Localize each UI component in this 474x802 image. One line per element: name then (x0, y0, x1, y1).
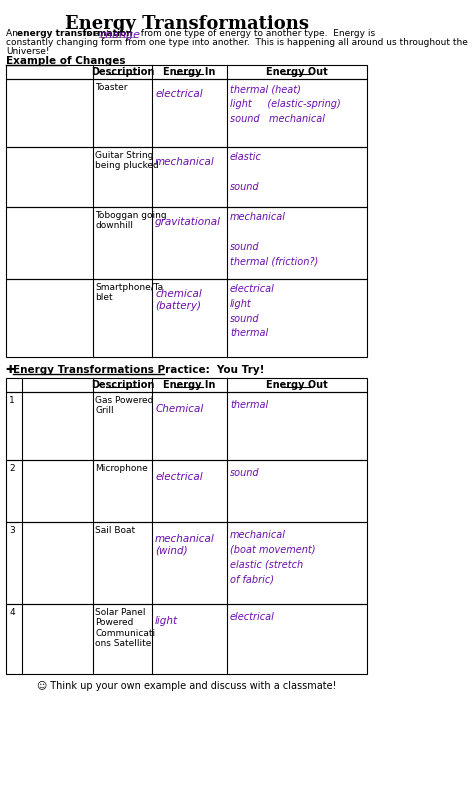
Text: Gas Powered
Grill: Gas Powered Grill (95, 396, 154, 415)
Bar (6, 279, 367, 357)
Text: Solar Panel
Powered
Communicati
ons Satellite: Solar Panel Powered Communicati ons Sate… (95, 608, 155, 648)
Text: light: light (155, 616, 178, 626)
Bar (6, 460, 367, 522)
Text: from one type of energy to another type.  Energy is: from one type of energy to another type.… (136, 29, 375, 38)
Text: Energy Transformations: Energy Transformations (64, 15, 309, 33)
Text: ✚: ✚ (6, 365, 15, 375)
Bar (6, 207, 367, 279)
Text: Universe!: Universe! (6, 47, 50, 56)
Bar (6, 79, 367, 147)
Text: Energy Transformations Practice:  You Try!: Energy Transformations Practice: You Try… (13, 365, 265, 375)
Text: chemical
(battery): chemical (battery) (155, 289, 202, 310)
Text: 3: 3 (9, 526, 15, 535)
Text: sound: sound (230, 468, 260, 478)
Text: constantly changing form from one type into another.  This is happening all arou: constantly changing form from one type i… (6, 38, 468, 47)
Text: elastic

sound: elastic sound (230, 152, 262, 192)
Text: Description: Description (91, 67, 154, 77)
Text: ☺ Think up your own example and discuss with a classmate!: ☺ Think up your own example and discuss … (37, 681, 337, 691)
Text: Energy In: Energy In (163, 67, 216, 77)
Text: Energy Out: Energy Out (266, 67, 328, 77)
Text: electrical: electrical (155, 472, 203, 482)
Text: Energy In: Energy In (163, 380, 216, 390)
Text: Example of Changes: Example of Changes (6, 56, 126, 66)
Text: gravitational: gravitational (155, 217, 221, 227)
Text: mechanical
(wind): mechanical (wind) (155, 534, 215, 556)
Text: electrical: electrical (230, 612, 275, 622)
Text: Energy Out: Energy Out (266, 380, 328, 390)
Text: thermal: thermal (230, 400, 268, 410)
Text: mechanical
(boat movement)
elastic (stretch
of fabric): mechanical (boat movement) elastic (stre… (230, 530, 316, 585)
Text: Description: Description (91, 380, 154, 390)
Text: change: change (99, 30, 140, 40)
Bar (6, 522, 367, 604)
Text: thermal (heat)
light     (elastic-spring)
sound   mechanical: thermal (heat) light (elastic-spring) so… (230, 84, 341, 124)
Text: Smartphone/Ta
blet: Smartphone/Ta blet (95, 283, 164, 302)
Text: Toaster: Toaster (95, 83, 128, 92)
Text: 2: 2 (9, 464, 15, 473)
Text: Chemical: Chemical (155, 404, 203, 414)
Text: Sail Boat: Sail Boat (95, 526, 136, 535)
Bar (6, 147, 367, 207)
Text: Toboggan going
downhill: Toboggan going downhill (95, 211, 167, 230)
Text: 4: 4 (9, 608, 15, 617)
Text: electrical
light
sound
thermal: electrical light sound thermal (230, 284, 275, 338)
Text: 1: 1 (9, 396, 15, 405)
Bar (6, 65, 367, 79)
Bar (6, 392, 367, 460)
Text: An: An (6, 29, 21, 38)
Text: Microphone: Microphone (95, 464, 148, 473)
Text: mechanical

sound
thermal (friction?): mechanical sound thermal (friction?) (230, 212, 318, 266)
Bar (6, 378, 367, 392)
Text: is a: is a (81, 29, 102, 38)
Bar (6, 604, 367, 674)
Text: electrical: electrical (155, 89, 203, 99)
Text: energy transformation: energy transformation (18, 29, 133, 38)
Text: mechanical: mechanical (155, 157, 215, 167)
Text: Guitar String
being plucked: Guitar String being plucked (95, 151, 159, 170)
